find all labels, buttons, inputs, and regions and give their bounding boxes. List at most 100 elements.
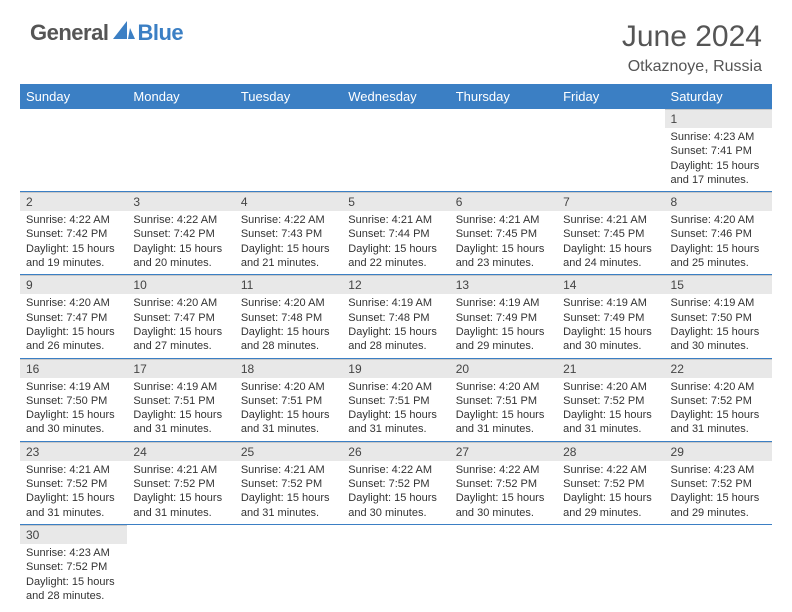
day-body: Sunrise: 4:21 AMSunset: 7:52 PMDaylight:… [127, 461, 234, 524]
daylight-text: Daylight: 15 hours and 31 minutes. [563, 408, 658, 437]
calendar-row: 1Sunrise: 4:23 AMSunset: 7:41 PMDaylight… [20, 109, 772, 192]
day-body: Sunrise: 4:20 AMSunset: 7:51 PMDaylight:… [342, 378, 449, 441]
calendar-cell: 10Sunrise: 4:20 AMSunset: 7:47 PMDayligh… [127, 275, 234, 358]
sunrise-text: Sunrise: 4:21 AM [563, 213, 658, 227]
sunrise-text: Sunrise: 4:22 AM [563, 463, 658, 477]
day-body: Sunrise: 4:21 AMSunset: 7:44 PMDaylight:… [342, 211, 449, 274]
daylight-text: Daylight: 15 hours and 29 minutes. [563, 491, 658, 520]
day-body: Sunrise: 4:22 AMSunset: 7:52 PMDaylight:… [342, 461, 449, 524]
day-number: 10 [127, 275, 234, 294]
daylight-text: Daylight: 15 hours and 28 minutes. [26, 575, 121, 604]
calendar-cell: 29Sunrise: 4:23 AMSunset: 7:52 PMDayligh… [665, 441, 772, 524]
calendar-cell: 11Sunrise: 4:20 AMSunset: 7:48 PMDayligh… [235, 275, 342, 358]
day-number: 2 [20, 192, 127, 211]
calendar-cell: 3Sunrise: 4:22 AMSunset: 7:42 PMDaylight… [127, 192, 234, 275]
day-number: 7 [557, 192, 664, 211]
daylight-text: Daylight: 15 hours and 29 minutes. [671, 491, 766, 520]
sunset-text: Sunset: 7:49 PM [456, 311, 551, 325]
sunrise-text: Sunrise: 4:19 AM [348, 296, 443, 310]
day-body: Sunrise: 4:20 AMSunset: 7:47 PMDaylight:… [20, 294, 127, 357]
day-body: Sunrise: 4:21 AMSunset: 7:52 PMDaylight:… [235, 461, 342, 524]
day-number: 22 [665, 359, 772, 378]
daylight-text: Daylight: 15 hours and 30 minutes. [671, 325, 766, 354]
daylight-text: Daylight: 15 hours and 20 minutes. [133, 242, 228, 271]
daylight-text: Daylight: 15 hours and 27 minutes. [133, 325, 228, 354]
day-body: Sunrise: 4:23 AMSunset: 7:41 PMDaylight:… [665, 128, 772, 191]
daylight-text: Daylight: 15 hours and 30 minutes. [456, 491, 551, 520]
calendar-cell: 16Sunrise: 4:19 AMSunset: 7:50 PMDayligh… [20, 358, 127, 441]
daylight-text: Daylight: 15 hours and 31 minutes. [456, 408, 551, 437]
calendar-cell: 13Sunrise: 4:19 AMSunset: 7:49 PMDayligh… [450, 275, 557, 358]
sunrise-text: Sunrise: 4:20 AM [563, 380, 658, 394]
day-number: 30 [20, 525, 127, 544]
calendar-cell: 25Sunrise: 4:21 AMSunset: 7:52 PMDayligh… [235, 441, 342, 524]
daylight-text: Daylight: 15 hours and 24 minutes. [563, 242, 658, 271]
sunrise-text: Sunrise: 4:23 AM [671, 463, 766, 477]
daylight-text: Daylight: 15 hours and 31 minutes. [671, 408, 766, 437]
day-number: 21 [557, 359, 664, 378]
day-body: Sunrise: 4:20 AMSunset: 7:47 PMDaylight:… [127, 294, 234, 357]
sunset-text: Sunset: 7:51 PM [348, 394, 443, 408]
day-number: 28 [557, 442, 664, 461]
calendar-cell-empty [342, 524, 449, 607]
calendar-cell: 17Sunrise: 4:19 AMSunset: 7:51 PMDayligh… [127, 358, 234, 441]
sunrise-text: Sunrise: 4:19 AM [671, 296, 766, 310]
calendar-cell: 1Sunrise: 4:23 AMSunset: 7:41 PMDaylight… [665, 109, 772, 192]
title-block: June 2024 Otkaznoye, Russia [622, 20, 762, 76]
brand-part1: General [30, 20, 108, 46]
sunrise-text: Sunrise: 4:21 AM [241, 463, 336, 477]
weekday-header: Wednesday [342, 84, 449, 109]
sunrise-text: Sunrise: 4:22 AM [456, 463, 551, 477]
calendar-head: SundayMondayTuesdayWednesdayThursdayFrid… [20, 84, 772, 109]
day-number: 23 [20, 442, 127, 461]
calendar-row: 23Sunrise: 4:21 AMSunset: 7:52 PMDayligh… [20, 441, 772, 524]
calendar-cell-empty [342, 109, 449, 192]
sunset-text: Sunset: 7:41 PM [671, 144, 766, 158]
day-number: 17 [127, 359, 234, 378]
day-number: 11 [235, 275, 342, 294]
sunset-text: Sunset: 7:52 PM [26, 477, 121, 491]
day-body: Sunrise: 4:19 AMSunset: 7:48 PMDaylight:… [342, 294, 449, 357]
sunset-text: Sunset: 7:48 PM [348, 311, 443, 325]
month-title: June 2024 [622, 20, 762, 54]
calendar-cell: 6Sunrise: 4:21 AMSunset: 7:45 PMDaylight… [450, 192, 557, 275]
daylight-text: Daylight: 15 hours and 31 minutes. [241, 408, 336, 437]
day-body: Sunrise: 4:21 AMSunset: 7:52 PMDaylight:… [20, 461, 127, 524]
day-number: 8 [665, 192, 772, 211]
sunrise-text: Sunrise: 4:20 AM [671, 213, 766, 227]
calendar-row: 30Sunrise: 4:23 AMSunset: 7:52 PMDayligh… [20, 524, 772, 607]
daylight-text: Daylight: 15 hours and 31 minutes. [348, 408, 443, 437]
day-body: Sunrise: 4:19 AMSunset: 7:49 PMDaylight:… [557, 294, 664, 357]
daylight-text: Daylight: 15 hours and 21 minutes. [241, 242, 336, 271]
calendar-cell-empty [450, 524, 557, 607]
calendar-cell: 4Sunrise: 4:22 AMSunset: 7:43 PMDaylight… [235, 192, 342, 275]
day-number: 26 [342, 442, 449, 461]
sunset-text: Sunset: 7:49 PM [563, 311, 658, 325]
daylight-text: Daylight: 15 hours and 30 minutes. [563, 325, 658, 354]
calendar-body: 1Sunrise: 4:23 AMSunset: 7:41 PMDaylight… [20, 109, 772, 607]
sunset-text: Sunset: 7:52 PM [671, 477, 766, 491]
sunset-text: Sunset: 7:52 PM [133, 477, 228, 491]
day-body: Sunrise: 4:22 AMSunset: 7:42 PMDaylight:… [127, 211, 234, 274]
calendar-cell: 22Sunrise: 4:20 AMSunset: 7:52 PMDayligh… [665, 358, 772, 441]
daylight-text: Daylight: 15 hours and 31 minutes. [241, 491, 336, 520]
day-body: Sunrise: 4:22 AMSunset: 7:52 PMDaylight:… [450, 461, 557, 524]
daylight-text: Daylight: 15 hours and 30 minutes. [26, 408, 121, 437]
weekday-header: Saturday [665, 84, 772, 109]
day-number: 5 [342, 192, 449, 211]
day-number: 12 [342, 275, 449, 294]
sunset-text: Sunset: 7:51 PM [133, 394, 228, 408]
calendar-cell: 15Sunrise: 4:19 AMSunset: 7:50 PMDayligh… [665, 275, 772, 358]
calendar-cell-empty [557, 524, 664, 607]
day-body: Sunrise: 4:23 AMSunset: 7:52 PMDaylight:… [20, 544, 127, 607]
sunset-text: Sunset: 7:46 PM [671, 227, 766, 241]
calendar-cell-empty [20, 109, 127, 192]
sunrise-text: Sunrise: 4:20 AM [241, 296, 336, 310]
day-number: 24 [127, 442, 234, 461]
calendar-cell: 21Sunrise: 4:20 AMSunset: 7:52 PMDayligh… [557, 358, 664, 441]
day-number: 25 [235, 442, 342, 461]
day-body: Sunrise: 4:20 AMSunset: 7:51 PMDaylight:… [450, 378, 557, 441]
calendar-cell: 26Sunrise: 4:22 AMSunset: 7:52 PMDayligh… [342, 441, 449, 524]
sunset-text: Sunset: 7:47 PM [133, 311, 228, 325]
day-body: Sunrise: 4:20 AMSunset: 7:52 PMDaylight:… [557, 378, 664, 441]
